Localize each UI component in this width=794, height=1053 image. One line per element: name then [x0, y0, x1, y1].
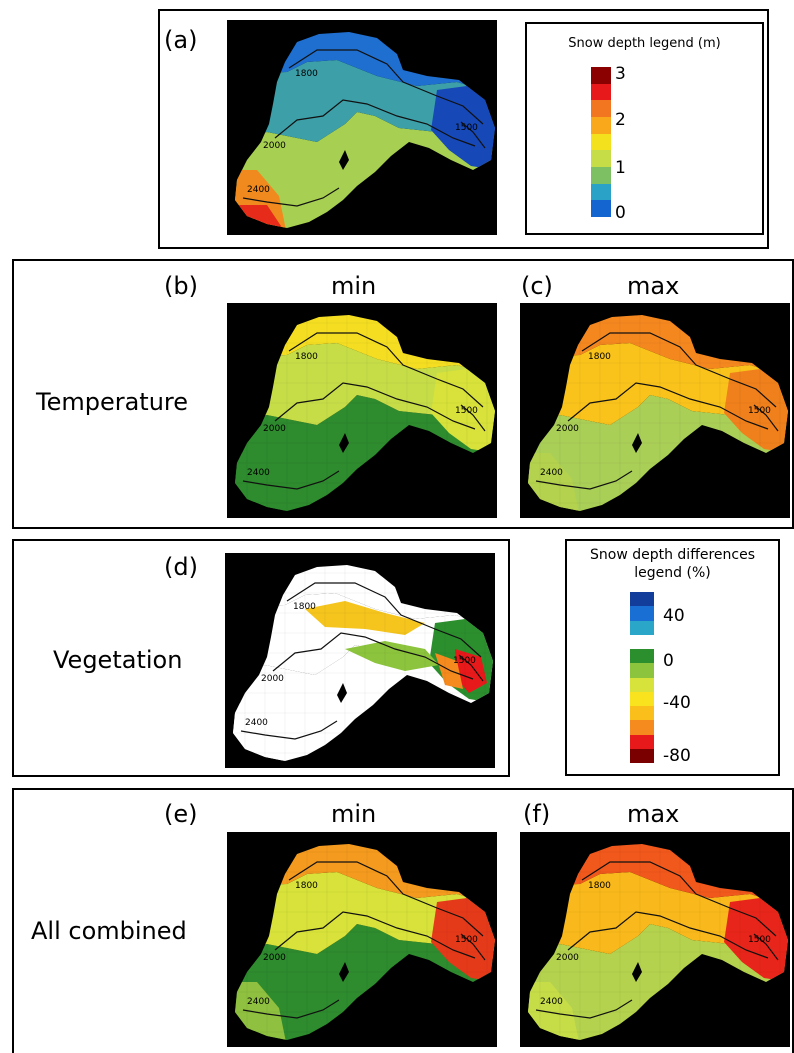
map-e: 1800 2000 2400 1500	[227, 832, 497, 1047]
legend-tick-3: 3	[615, 64, 626, 84]
colorbar-segment	[591, 83, 611, 101]
contour-label-2400: 2400	[247, 997, 270, 1007]
panel-f-title: max	[627, 800, 680, 828]
panel-combined-frame	[12, 788, 794, 1053]
diff-tick-0: 0	[663, 651, 674, 671]
panel-f-label: (f)	[523, 800, 551, 828]
map-d: 1800 2000 2400 1500	[225, 553, 495, 768]
panel-e-label: (e)	[164, 800, 198, 828]
panel-b-label: (b)	[164, 272, 198, 300]
contour-label-2000: 2000	[261, 674, 284, 684]
colorbar-segment	[591, 67, 611, 84]
contour-label-2000: 2000	[556, 953, 579, 963]
panel-a-label: (a)	[164, 26, 198, 54]
panel-c-label: (c)	[521, 272, 553, 300]
colorbar-segment	[630, 677, 654, 692]
panel-b-title: min	[331, 272, 377, 300]
legend-tick-2: 2	[615, 110, 626, 130]
colorbar-segment	[591, 117, 611, 134]
colorbar-segment	[591, 167, 611, 184]
row-label-vegetation: Vegetation	[53, 646, 183, 674]
snow-depth-legend	[525, 22, 764, 235]
contour-label-2000: 2000	[263, 424, 286, 434]
contour-label-2400: 2400	[245, 718, 268, 728]
contour-label-1500: 1500	[748, 935, 771, 945]
contour-label-1500: 1500	[455, 406, 478, 416]
row-label-temperature: Temperature	[36, 388, 189, 416]
contour-label-2000: 2000	[556, 424, 579, 434]
colorbar-segment	[591, 100, 611, 118]
contour-label-1800: 1800	[295, 881, 318, 891]
panel-vegetation-frame	[12, 539, 510, 777]
panel-e-title: min	[331, 800, 377, 828]
map-svg: 1800 2000 2400 1500	[235, 315, 495, 511]
diff-tick-minus40: -40	[663, 693, 691, 713]
colorbar-segment	[630, 734, 654, 749]
contour-label-1800: 1800	[295, 352, 318, 362]
colorbar-segment	[630, 634, 654, 649]
contour-label-1800: 1800	[295, 69, 318, 79]
map-a: 1800 2000 2400 1500	[227, 20, 497, 235]
contour-label-2400: 2400	[540, 997, 563, 1007]
colorbar-segment	[630, 606, 654, 621]
diff-tick-40: 40	[663, 606, 685, 626]
map-b: 1800 2000 2400 1500	[227, 303, 497, 518]
colorbar-segment	[630, 691, 654, 706]
panel-c-title: max	[627, 272, 680, 300]
diff-tick-minus80: -80	[663, 746, 691, 766]
colorbar-segment	[630, 592, 654, 607]
panel-d-label: (d)	[164, 553, 198, 581]
panel-temperature-frame	[12, 259, 794, 529]
contour-label-1500: 1500	[455, 935, 478, 945]
legend-tick-1: 1	[615, 158, 626, 178]
colorbar-segment	[630, 720, 654, 735]
contour-label-1500: 1500	[748, 406, 771, 416]
snow-diff-legend-title-1: Snow depth differences	[590, 547, 755, 563]
map-svg: 1800 2000 2400 1500	[235, 32, 495, 228]
colorbar-segment	[630, 620, 654, 635]
colorbar-segment	[630, 706, 654, 721]
contour-label-1500: 1500	[453, 656, 476, 666]
colorbar-segment	[630, 748, 654, 763]
map-svg: 1800 2000 2400 1500	[528, 844, 788, 1040]
contour-label-2000: 2000	[263, 141, 286, 151]
contour-label-1800: 1800	[588, 881, 611, 891]
contour-label-2000: 2000	[263, 953, 286, 963]
map-svg: 1800 2000 2400 1500	[235, 844, 495, 1040]
colorbar-segment	[591, 133, 611, 151]
colorbar-segment	[630, 663, 654, 678]
snow-depth-colorbar	[591, 67, 611, 218]
snow-depth-legend-title: Snow depth legend (m)	[568, 36, 721, 51]
colorbar-segment	[591, 150, 611, 168]
map-svg: 1800 2000 2400 1500	[233, 565, 493, 761]
colorbar-segment	[630, 649, 654, 664]
snow-diff-legend-title-2: legend (%)	[634, 565, 711, 581]
snow-diff-legend	[565, 539, 780, 776]
legend-tick-0: 0	[615, 203, 626, 223]
contour-label-2400: 2400	[540, 468, 563, 478]
contour-label-1800: 1800	[293, 602, 316, 612]
colorbar-segment	[591, 200, 611, 218]
map-c: 1800 2000 2400 1500	[520, 303, 790, 518]
row-label-combined: All combined	[31, 917, 187, 945]
contour-label-2400: 2400	[247, 185, 270, 195]
contour-label-1800: 1800	[588, 352, 611, 362]
panel-a-frame	[158, 9, 769, 249]
map-f: 1800 2000 2400 1500	[520, 832, 790, 1047]
snow-diff-colorbar	[630, 592, 654, 763]
map-svg: 1800 2000 2400 1500	[528, 315, 788, 511]
colorbar-segment	[591, 183, 611, 201]
contour-label-1500: 1500	[455, 123, 478, 133]
contour-label-2400: 2400	[247, 468, 270, 478]
